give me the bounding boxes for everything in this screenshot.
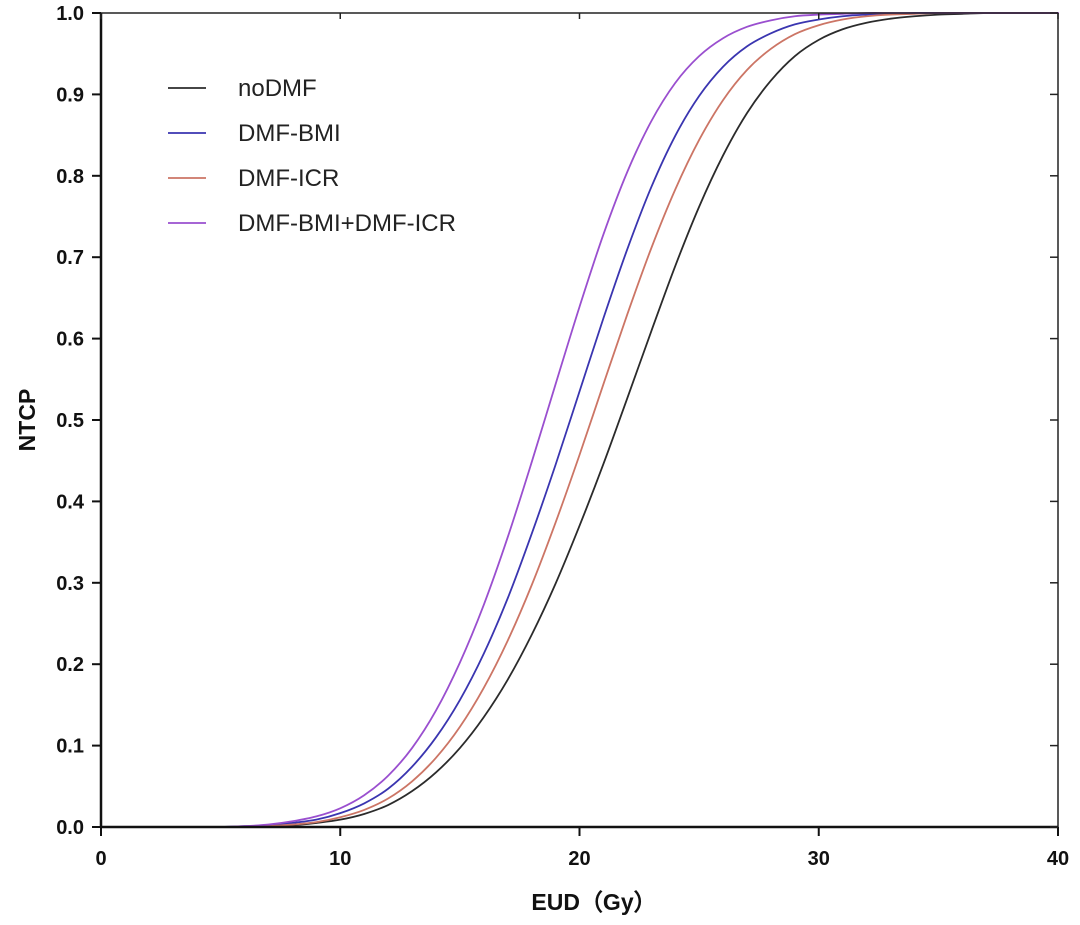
legend-label: DMF-BMI xyxy=(238,120,341,147)
series-line-dmf-bmi-dmf-icr xyxy=(219,12,1059,828)
y-tick-label: 0.9 xyxy=(56,84,84,106)
y-tick-label: 0.0 xyxy=(56,817,84,839)
x-tick-label: 40 xyxy=(1047,848,1069,870)
y-axis-title: NTCP xyxy=(14,389,40,452)
x-tick-label: 0 xyxy=(95,848,106,870)
y-tick-label: 0.4 xyxy=(56,491,85,513)
legend-label: DMF-BMI+DMF-ICR xyxy=(238,210,456,237)
y-tick-label: 0.1 xyxy=(56,736,84,758)
series-line-nodmf xyxy=(219,12,1059,829)
x-tick-label: 10 xyxy=(329,848,351,870)
y-tick-label: 0.3 xyxy=(56,573,84,595)
x-tick-label: 30 xyxy=(808,848,830,870)
y-tick-label: 1.0 xyxy=(56,3,84,25)
x-axis-title: EUD（Gy） xyxy=(531,889,656,915)
legend-label: noDMF xyxy=(238,75,317,102)
y-tick-label: 0.2 xyxy=(56,654,84,676)
y-tick-label: 0.8 xyxy=(56,166,84,188)
series-line-dmf-bmi xyxy=(219,12,1059,828)
x-tick-label: 20 xyxy=(568,848,590,870)
series-line-dmf-icr xyxy=(219,12,1059,828)
y-tick-label: 0.7 xyxy=(56,247,84,269)
y-tick-label: 0.6 xyxy=(56,329,84,351)
axes: 0 10 20 30 40 0.0 0.1 0.2 0.3 0.4 0.5 0.6 0.7 0.8 0.9 1… xyxy=(56,3,1069,870)
y-tick-label: 0.5 xyxy=(56,410,84,432)
plot-area xyxy=(219,12,1059,829)
legend-label: DMF-ICR xyxy=(238,165,339,192)
legend: noDMF DMF-BMI DMF-ICR DMF-BMI+DMF-ICR xyxy=(168,75,456,237)
